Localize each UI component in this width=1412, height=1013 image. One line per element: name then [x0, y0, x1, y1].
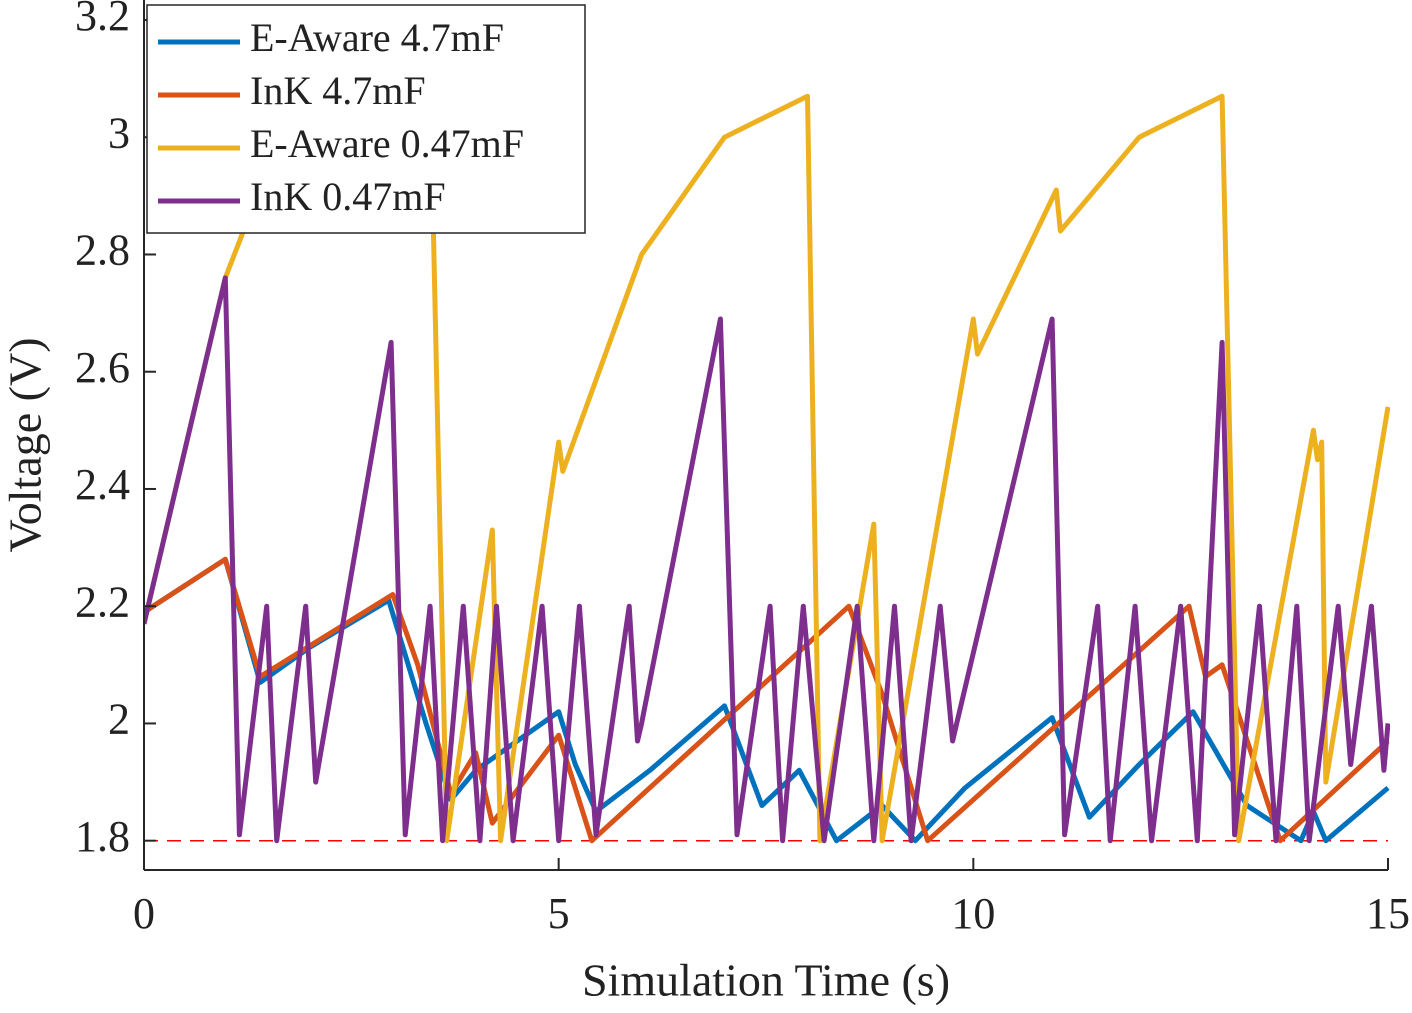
- y-axis-label: Voltage (V): [0, 337, 51, 552]
- y-tick-label: 2: [108, 695, 130, 744]
- series-line: [144, 275, 1390, 844]
- legend-label: InK 4.7mF: [250, 68, 426, 113]
- y-tick-label: 2.4: [75, 460, 130, 509]
- legend-label: E-Aware 0.47mF: [250, 121, 524, 166]
- x-tick-label: 10: [951, 889, 995, 938]
- y-tick-label: 3.2: [75, 0, 130, 40]
- x-tick-label: 15: [1366, 889, 1410, 938]
- x-axis-label: Simulation Time (s): [582, 955, 950, 1006]
- y-tick-label: 1.8: [75, 812, 130, 861]
- y-tick-label: 2.6: [75, 343, 130, 392]
- y-tick-label: 2.2: [75, 577, 130, 626]
- x-tick-label: 5: [548, 889, 570, 938]
- legend-label: E-Aware 4.7mF: [250, 15, 504, 60]
- y-tick-label: 2.8: [75, 226, 130, 275]
- y-tick-label: 3: [108, 108, 130, 157]
- legend-label: InK 0.47mF: [250, 174, 446, 219]
- series-line: [144, 556, 1390, 844]
- plot-area: [144, 76, 1390, 844]
- x-tick-label: 0: [133, 889, 155, 938]
- legend-box: [146, 4, 586, 234]
